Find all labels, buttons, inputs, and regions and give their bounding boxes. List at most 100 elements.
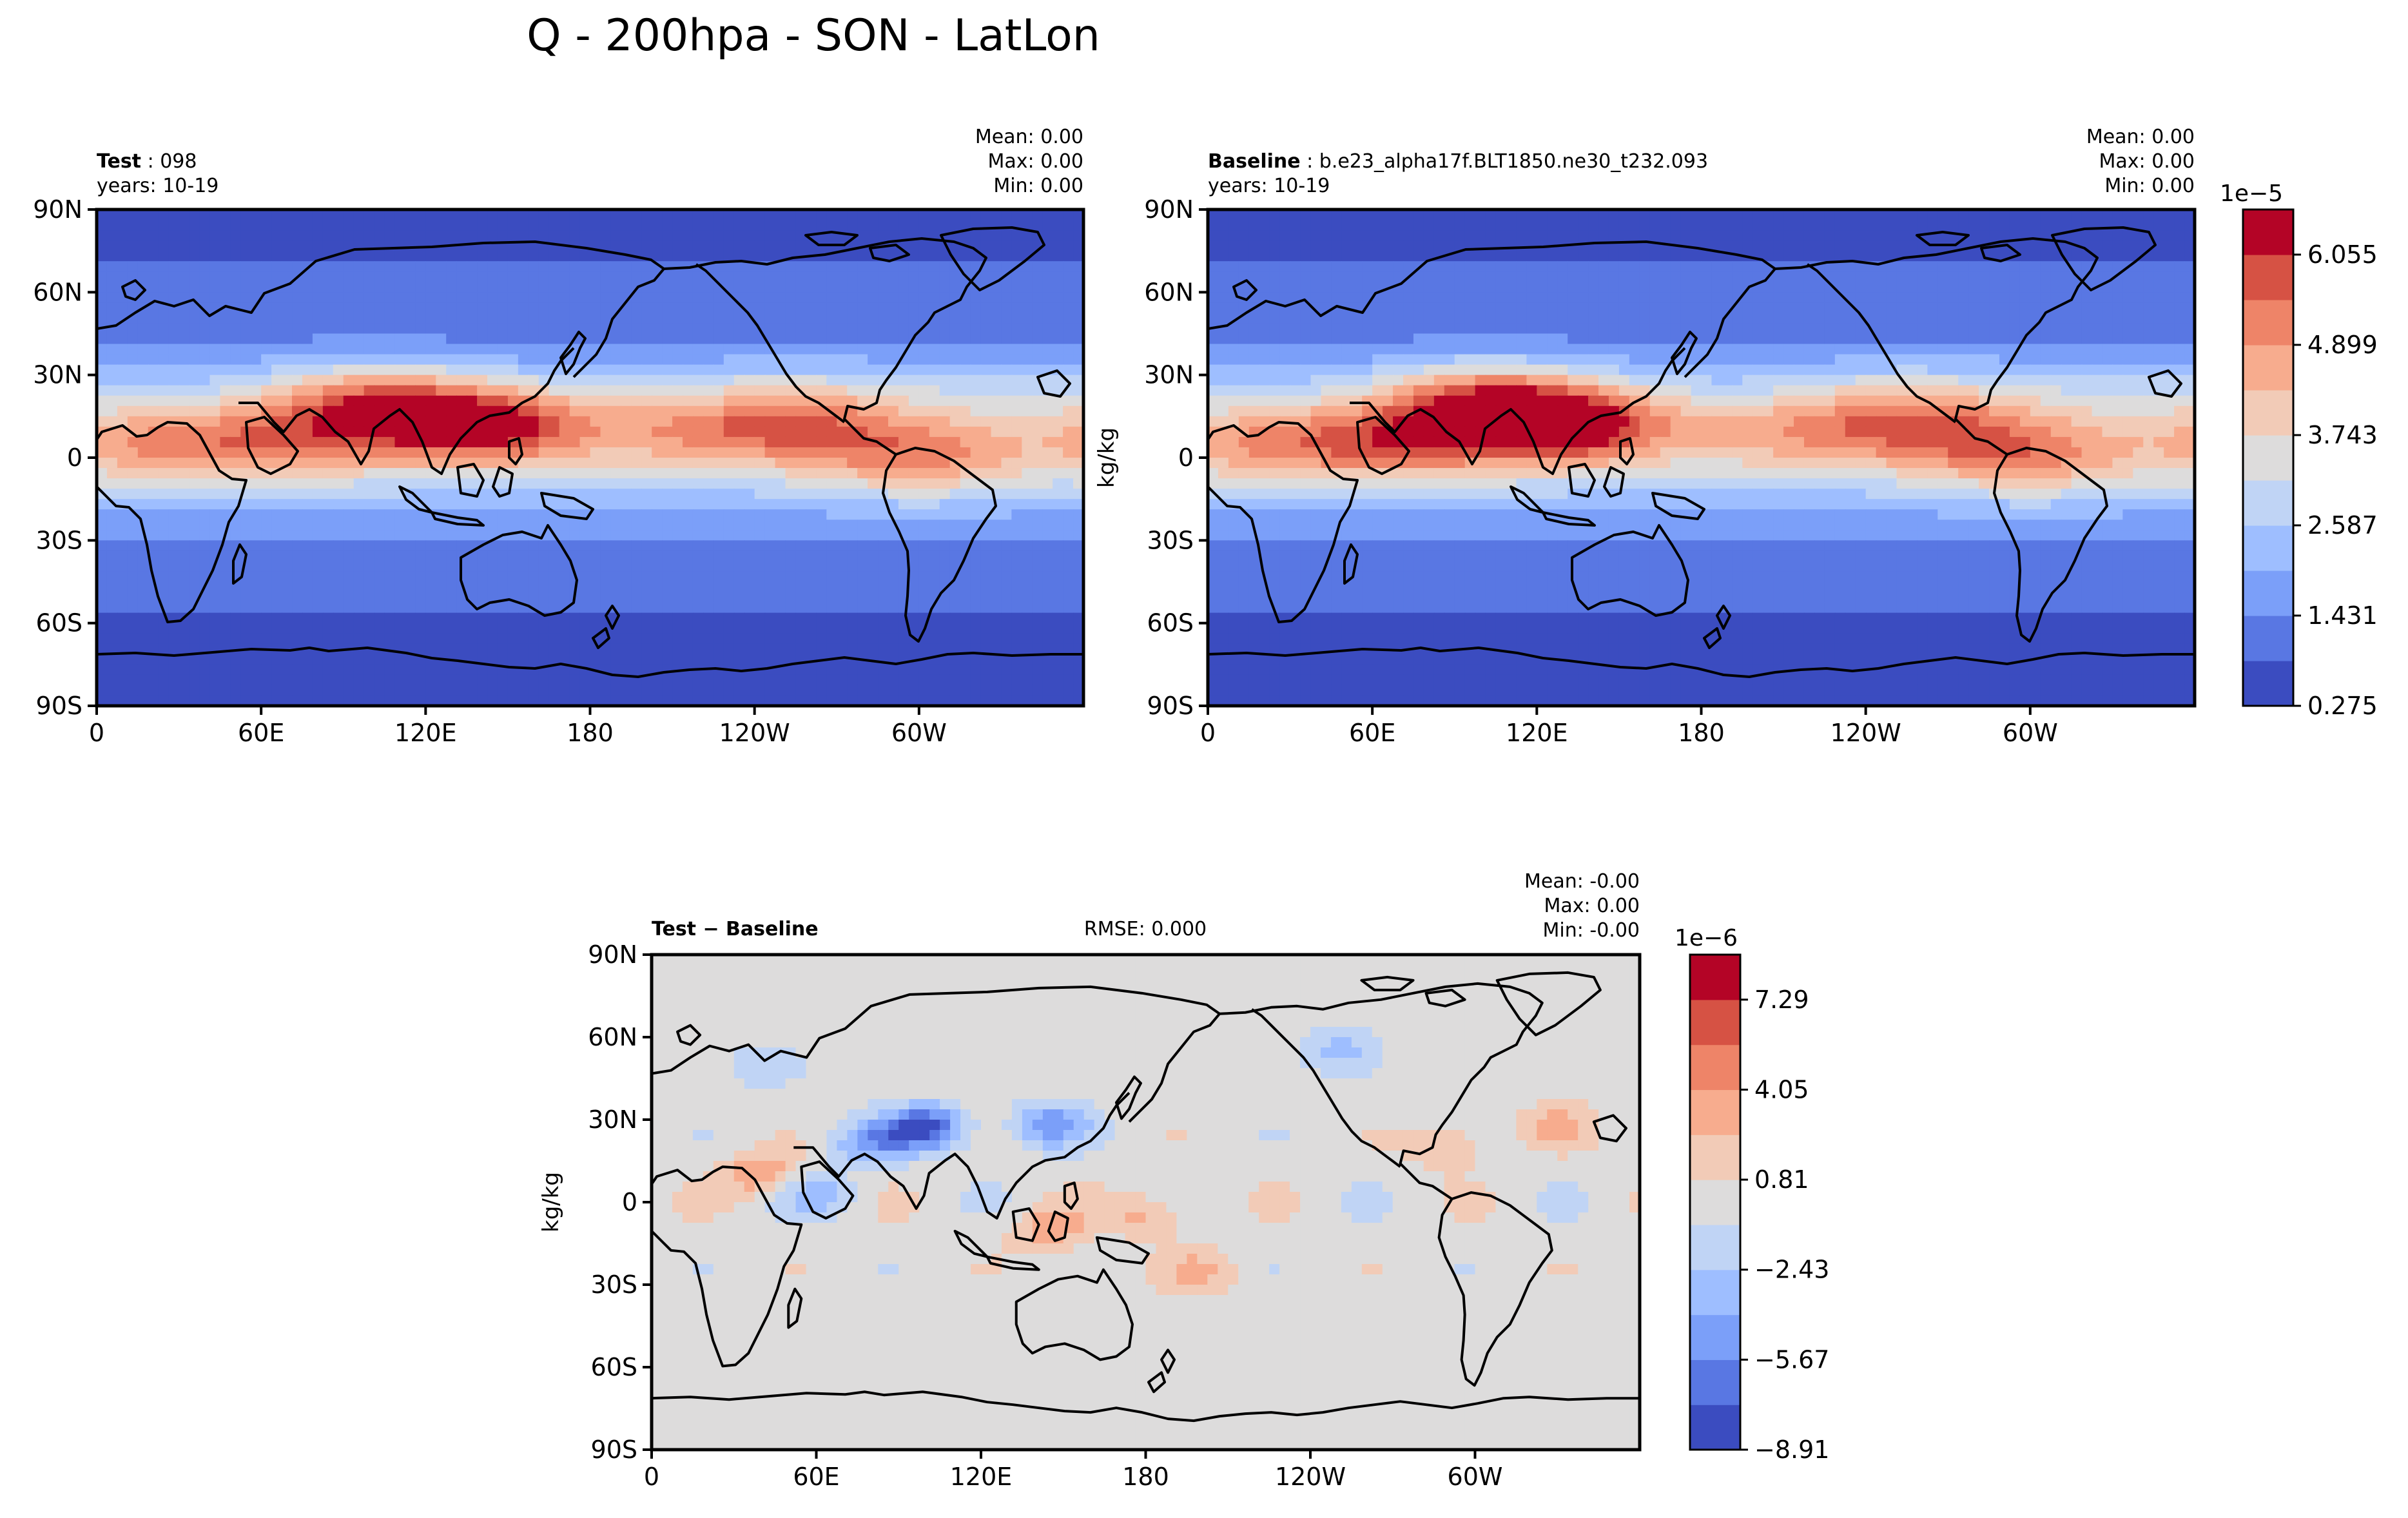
field-cell [1824,220,1836,231]
field-cell [251,664,262,676]
field-cell [610,489,622,500]
field-cell [302,364,313,376]
field-cell [1022,685,1033,696]
field-cell [240,395,252,407]
field-cell [980,405,992,417]
field-cell [662,612,673,624]
field-cell [1208,220,1219,231]
field-cell [394,571,406,583]
field-cell [939,695,951,706]
field-cell [507,282,519,293]
field-cell [1053,468,1063,479]
field-cell [929,220,940,231]
field-cell [733,354,745,365]
field-cell [353,592,365,603]
field-cell [1032,436,1044,448]
field-cell [220,230,231,241]
field-cell [148,664,159,676]
field-cell [1711,240,1723,251]
field-cell [733,416,745,427]
field-cell [929,612,940,624]
field-cell [168,240,180,251]
field-cell [364,468,375,479]
field-cell [477,302,488,314]
field-cell [415,447,427,458]
field-cell [703,571,714,583]
field-cell [497,520,509,531]
field-cell [826,323,838,335]
field-cell [764,489,776,500]
field-cell [672,426,683,438]
field-cell [148,685,159,696]
field-cell [158,220,170,231]
field-cell [1042,375,1053,386]
field-cell [888,664,899,676]
field-cell [97,530,108,541]
field-cell [980,230,992,241]
field-cell [199,344,211,355]
field-cell [918,550,930,562]
field-cell [960,509,971,521]
field-cell [127,664,139,676]
field-cell [898,571,909,583]
field-cell [549,416,560,427]
field-cell [477,354,488,365]
field-cell [353,633,365,645]
field-cell [692,292,704,304]
field-cell [106,447,118,458]
field-cell [127,674,139,686]
field-cell [333,458,344,469]
field-cell [610,509,622,521]
field-cell [1464,230,1476,241]
field-cell [970,478,982,489]
field-cell [898,375,909,386]
field-cell [868,220,879,231]
field-cell [692,220,704,231]
field-cell [929,405,940,417]
field-cell [826,426,838,438]
field-cell [1011,375,1023,386]
field-cell [970,302,982,314]
field-cell [528,251,539,262]
field-cell [220,220,231,231]
test-years: years: 10-19 [97,175,218,197]
field-cell [199,654,211,665]
field-cell [764,302,776,314]
field-cell [168,292,180,304]
field-cell [199,623,211,634]
field-cell [652,395,663,407]
field-cell [1598,230,1609,241]
field-cell [549,623,560,634]
field-cell [312,333,324,345]
field-cell [631,313,643,324]
field-cell [168,313,180,324]
field-cell [764,674,776,686]
field-cell [837,282,848,293]
field-cell [878,220,889,231]
field-cell [713,540,724,552]
field-cell [353,251,365,262]
field-cell [949,643,961,655]
field-cell [230,685,242,696]
field-cell [199,695,211,706]
field-cell [436,499,447,511]
field-cell [1053,375,1063,386]
field-cell [991,612,1002,624]
field-cell [528,623,539,634]
field-cell [271,375,282,386]
field-cell [991,436,1002,448]
field-cell [261,447,272,458]
field-cell [826,602,838,614]
field-cell [333,695,344,706]
field-cell [764,436,776,448]
field-cell [251,333,262,345]
field-cell [158,685,170,696]
field-cell [806,354,817,365]
field-cell [302,499,313,511]
field-cell [1803,209,1815,220]
field-cell [179,354,190,365]
field-cell [775,530,786,541]
field-cell [723,375,735,386]
field-cell [322,302,334,314]
field-cell [692,230,704,241]
